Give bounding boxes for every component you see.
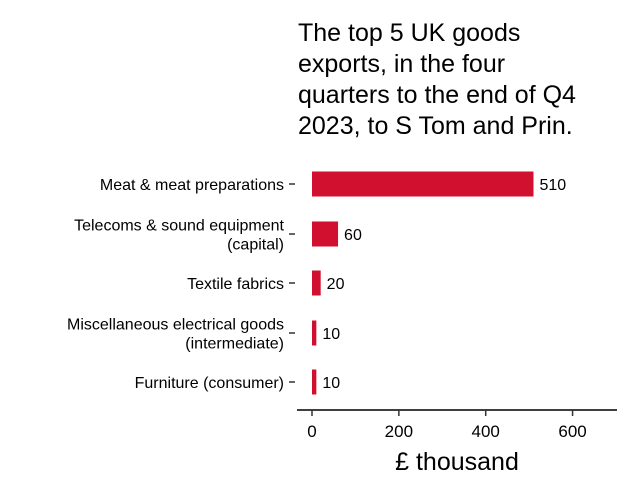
chart-title-line: The top 5 UK goods (298, 19, 520, 47)
category-label-line: (capital) (227, 237, 284, 254)
category-label-line: Miscellaneous electrical goods (67, 317, 284, 334)
data-label: 510 (539, 177, 566, 194)
chart-title-line: exports, in the four (298, 50, 505, 78)
bar (312, 369, 317, 395)
bar (312, 171, 534, 197)
bar (312, 320, 317, 346)
category-label-line: Textile fabrics (187, 276, 284, 293)
chart-title-line: 2023, to S Tom and Prin. (298, 112, 573, 140)
category-label-line: (intermediate) (185, 336, 284, 353)
category-label-line: Meat & meat preparations (100, 177, 284, 194)
x-axis-title: £ thousand (395, 448, 519, 474)
data-label: 10 (322, 326, 340, 343)
chart-title-line: quarters to the end of Q4 (298, 81, 576, 109)
bars (312, 171, 534, 395)
y-axis-ticks (289, 183, 295, 383)
category-label-line: Furniture (consumer) (135, 375, 284, 392)
category-label: Meat & meat preparations (100, 177, 284, 194)
category-label: Textile fabrics (187, 276, 284, 293)
data-label: 60 (344, 227, 362, 244)
x-axis: 0 200 400 600 (297, 409, 617, 441)
x-tick-label: 0 (307, 422, 316, 441)
x-tick-label: 400 (472, 422, 500, 441)
category-label: Furniture (consumer) (135, 375, 284, 392)
data-label: 20 (327, 276, 345, 293)
x-tick-label: 200 (385, 422, 413, 441)
chart-title: The top 5 UK goods exports, in the four qu… (298, 19, 576, 140)
x-tick-label: 600 (558, 422, 586, 441)
category-labels: Meat & meat preparations Telecoms & sound… (67, 177, 285, 392)
data-label: 10 (322, 375, 340, 392)
bar (312, 221, 339, 247)
category-label: Telecoms & sound equipment (capital) (74, 218, 284, 254)
category-label: Miscellaneous electrical goods (intermedi… (67, 317, 284, 353)
bar (312, 270, 321, 296)
category-label-line: Telecoms & sound equipment (74, 218, 284, 235)
data-labels: 510 60 20 10 10 (322, 177, 566, 392)
